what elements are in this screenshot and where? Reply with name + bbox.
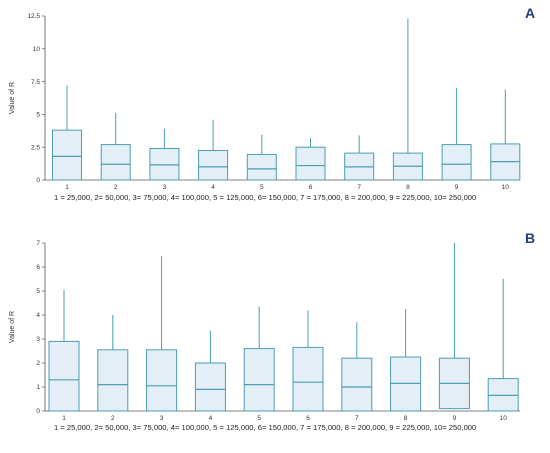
panel-b-x-tick-label: 3 — [160, 415, 164, 422]
panel-b-box-body — [146, 349, 178, 412]
panel-b-box-body — [243, 348, 275, 412]
panel-b-box-2 — [97, 315, 129, 412]
panel-a-box-6 — [295, 138, 326, 181]
panel-b-label: B — [525, 230, 535, 246]
panel-b-x-tick-label: 7 — [355, 415, 359, 422]
panel-a-y-axis-label: Value of R — [9, 82, 16, 114]
panel-b-box-body — [292, 346, 324, 412]
panel-b-x-tick-label: 2 — [111, 415, 115, 422]
panel-a-y-tick-label: 7.5 — [31, 79, 40, 86]
panel-a-x-tick-label: 3 — [163, 184, 167, 191]
panel-a-x-tick-label: 4 — [211, 184, 215, 191]
panel-b-x-tick-label: 4 — [209, 415, 213, 422]
panel-a-box-2 — [100, 113, 131, 181]
panel-b-box-6 — [292, 310, 324, 412]
panel-b-x-tick-label: 10 — [500, 415, 508, 422]
panel-b-y-tick-label: 5 — [36, 288, 40, 295]
panel-b-y-tick-label: 1 — [36, 384, 40, 391]
panel-b-y-tick-label: 3 — [36, 336, 40, 343]
panel-a-box-8 — [392, 18, 423, 181]
panel-a-box-5 — [246, 134, 277, 181]
panel-b-box-body — [97, 349, 129, 412]
panel-a-box-9 — [441, 88, 472, 181]
box-plot-panel-b: Value of R B 0 1 2 3 4 5 6 7 1 2 3 4 5 6 7 8 9 10 — [9, 230, 535, 422]
panel-b-y-tick-label: 2 — [36, 360, 40, 367]
panel-a-box-4 — [198, 119, 229, 181]
panel-a-y-tick-label: 0 — [36, 177, 40, 184]
panel-b-box-body — [48, 340, 80, 412]
panel-b-box-1 — [48, 289, 80, 412]
panel-a-y-tick-label: 5 — [36, 112, 40, 119]
panel-b-boxes — [48, 243, 519, 412]
panel-b-x-tick-label: 9 — [453, 415, 457, 422]
panel-b-x-tick-label: 6 — [306, 415, 310, 422]
panel-a-box-body — [198, 149, 229, 181]
panel-a-label: A — [525, 5, 535, 21]
panel-b-y-ticks: 0 1 2 3 4 5 6 7 — [36, 240, 45, 415]
panel-a-legend-text: 1 = 25,000, 2= 50,000, 3= 75,000, 4= 100… — [54, 193, 477, 202]
panel-a-x-tick-label: 7 — [357, 184, 361, 191]
panel-b-y-tick-label: 4 — [36, 312, 40, 319]
panel-b-y-tick-label: 7 — [36, 240, 40, 247]
panel-a-y-tick-label: 12.5 — [27, 13, 40, 20]
box-plot-panel-a: Value of R A 0 2.5 5 7.5 10 12.5 1 2 3 4 5 6 7 8 9 10 — [9, 5, 535, 191]
panel-b-x-tick-label: 5 — [257, 415, 261, 422]
panel-b-box-3 — [146, 256, 178, 412]
panel-a-x-tick-label: 10 — [502, 184, 510, 191]
panel-b-box-body — [194, 362, 226, 412]
panel-a-box-body — [441, 144, 472, 181]
panel-a-x-tick-label: 5 — [260, 184, 264, 191]
panel-a-x-tick-label: 6 — [309, 184, 313, 191]
panel-a-y-tick-label: 2.5 — [31, 144, 40, 151]
panel-b-y-tick-label: 0 — [36, 408, 40, 415]
panel-b-box-10 — [487, 279, 519, 412]
panel-a-box-body — [246, 153, 277, 181]
panel-a-box-body — [52, 129, 82, 181]
panel-b-box-5 — [243, 306, 275, 412]
panel-b-box-4 — [194, 330, 226, 412]
panel-a-box-1 — [52, 85, 82, 181]
panel-a-y-tick-label: 10 — [33, 46, 41, 53]
panel-b-x-tick-label: 8 — [404, 415, 408, 422]
panel-a-x-tick-label: 8 — [406, 184, 410, 191]
panel-a-box-3 — [149, 128, 180, 181]
panel-a-box-7 — [344, 135, 375, 181]
panel-b-box-8 — [390, 309, 422, 412]
panel-b-box-9 — [438, 243, 470, 410]
panel-a-x-ticks: 1 2 3 4 5 6 7 8 9 10 — [65, 184, 509, 191]
panel-b-legend-text: 1 = 25,000, 2= 50,000, 3= 75,000, 4= 100… — [54, 423, 477, 432]
panel-a-x-tick-label: 1 — [65, 184, 69, 191]
panel-a-box-10 — [490, 89, 521, 181]
panel-b-x-tick-label: 1 — [62, 415, 66, 422]
panel-a-boxes — [52, 18, 521, 181]
panel-b-x-ticks: 1 2 3 4 5 6 7 8 9 10 — [62, 415, 507, 422]
panel-b-box-body — [341, 357, 373, 412]
panel-a-box-body — [149, 148, 180, 181]
panel-a-x-tick-label: 2 — [114, 184, 118, 191]
panel-b-y-tick-label: 6 — [36, 264, 40, 271]
panel-a-box-body — [100, 144, 131, 181]
panel-a-y-ticks: 0 2.5 5 7.5 10 12.5 — [27, 13, 45, 184]
panel-b-y-axis-label: Value of R — [9, 311, 16, 343]
panel-a-box-body — [295, 146, 326, 181]
panel-a-x-tick-label: 9 — [455, 184, 459, 191]
panel-b-box-7 — [341, 322, 373, 412]
